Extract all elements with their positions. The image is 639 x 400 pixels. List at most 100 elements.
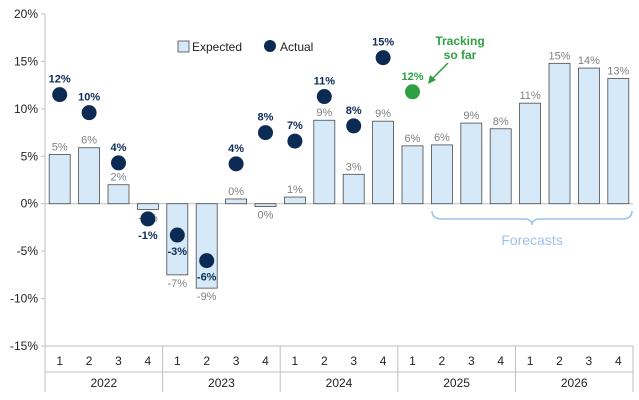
expected-bar bbox=[578, 67, 600, 205]
expected-bar bbox=[195, 203, 218, 289]
expected-bar bbox=[136, 203, 159, 210]
quarter-label: 2 bbox=[439, 354, 446, 368]
expected-bar-label: 6% bbox=[405, 133, 421, 145]
actual-dot-label: 8% bbox=[346, 105, 362, 117]
quarter-label: 3 bbox=[115, 354, 122, 368]
actual-dot bbox=[228, 156, 244, 172]
expected-bar-label: 9% bbox=[316, 107, 332, 119]
expected-bar bbox=[430, 144, 453, 205]
expected-bar bbox=[607, 78, 630, 205]
legend-expected-swatch bbox=[177, 40, 190, 53]
expected-bar-label: 3% bbox=[346, 161, 362, 173]
expected-bar bbox=[372, 120, 395, 205]
actual-dot-label: 4% bbox=[111, 142, 127, 154]
quarter-label: 2 bbox=[203, 354, 210, 368]
expected-bar bbox=[548, 62, 571, 205]
quarter-label: 4 bbox=[145, 354, 152, 368]
actual-dot bbox=[346, 118, 362, 134]
quarter-label: 1 bbox=[174, 354, 181, 368]
quarter-label: 3 bbox=[586, 354, 593, 368]
expected-bar-label: 8% bbox=[493, 116, 509, 128]
expected-bar-label: 6% bbox=[434, 132, 450, 144]
legend-expected-label: Expected bbox=[192, 40, 242, 54]
expected-bar-label: 2% bbox=[111, 172, 127, 184]
actual-dot-label: 10% bbox=[78, 92, 100, 104]
forecast-bracket bbox=[431, 210, 633, 226]
y-tick-label: -15% bbox=[10, 339, 38, 353]
expected-bar-label: 9% bbox=[375, 108, 391, 120]
expected-bar-labels: 5% 6% 2% -1% -7% -9% 0% 0% 1% 9% 3% 9% 6% 6% 9% 8% 11% 15… bbox=[52, 50, 630, 303]
actual-dot bbox=[169, 227, 185, 243]
expected-bar bbox=[342, 173, 365, 205]
year-label: 2026 bbox=[561, 376, 588, 390]
actual-dot-label: 8% bbox=[258, 112, 274, 124]
expected-bars bbox=[48, 62, 630, 289]
quarter-label: 3 bbox=[350, 354, 357, 368]
expected-bar bbox=[401, 145, 424, 205]
actual-dot bbox=[140, 211, 156, 227]
actual-dot bbox=[111, 155, 126, 171]
actual-dot-label: 15% bbox=[372, 37, 394, 49]
year-label: 2025 bbox=[443, 376, 470, 390]
expected-bar bbox=[107, 184, 130, 205]
actual-dot bbox=[287, 133, 303, 149]
quarter-label: 4 bbox=[615, 354, 622, 368]
y-tick-label: 20% bbox=[14, 7, 38, 21]
quarter-label: 3 bbox=[468, 354, 475, 368]
y-tick-label: 0% bbox=[21, 197, 39, 211]
tracking-arrow-shaft bbox=[430, 62, 449, 81]
expected-bar bbox=[254, 203, 277, 207]
quarter-label: 2 bbox=[321, 354, 328, 368]
expected-bar-label: 15% bbox=[548, 50, 570, 62]
quarter-label: 2 bbox=[556, 354, 563, 368]
annotations: Tracking so far Forecasts bbox=[428, 34, 633, 248]
year-label: 2023 bbox=[208, 376, 235, 390]
y-tick-label: -10% bbox=[10, 292, 38, 306]
expected-bar bbox=[48, 153, 71, 205]
quarter-label: 3 bbox=[233, 354, 240, 368]
year-label: 2022 bbox=[90, 376, 117, 390]
expected-bar-label: -7% bbox=[168, 278, 188, 290]
y-tick-label: 15% bbox=[14, 54, 38, 68]
actual-dot-label: -3% bbox=[168, 246, 188, 258]
expected-bar-label: 11% bbox=[519, 90, 540, 102]
expected-bar-label: 0% bbox=[258, 210, 274, 222]
expected-bar-label: 0% bbox=[228, 186, 244, 198]
actual-dot-label: 4% bbox=[228, 143, 244, 155]
legend: Expected Actual bbox=[177, 40, 313, 54]
quarter-label: 1 bbox=[527, 354, 534, 368]
actual-dot-labels: 12% 10% 4% -1% -3% -6% 4% 8% 7% 11% 8% 15% 12% bbox=[49, 37, 424, 284]
quarter-label: 1 bbox=[292, 354, 299, 368]
actual-dot-label: 12% bbox=[49, 74, 71, 86]
expected-bar-label: 5% bbox=[52, 141, 68, 153]
expected-bar-label: 6% bbox=[81, 135, 97, 147]
expected-bar bbox=[78, 147, 100, 205]
actual-dot bbox=[375, 50, 391, 66]
forecast-label: Forecasts bbox=[501, 232, 562, 248]
tracking-annotation-line2: so far bbox=[444, 48, 477, 62]
year-label: 2024 bbox=[326, 376, 353, 390]
tracking-dot bbox=[405, 84, 420, 100]
y-tick-label: 10% bbox=[14, 102, 38, 116]
quarter-label: 4 bbox=[380, 354, 387, 368]
expected-bar bbox=[313, 119, 336, 205]
tracking-arrow-head bbox=[428, 75, 436, 84]
legend-actual-marker bbox=[264, 40, 276, 52]
tracking-annotation-line1: Tracking bbox=[435, 34, 484, 48]
quarter-label: 4 bbox=[262, 354, 269, 368]
actual-dot bbox=[199, 253, 215, 269]
actual-dot bbox=[316, 89, 332, 105]
x-axis: 1 2 3 4 1 2 3 4 1 2 3 4 1 2 3 4 1 2 3 4 2022 2023 2024 2025 2026 bbox=[44, 345, 634, 392]
actual-dot-label: -1% bbox=[138, 230, 158, 242]
actual-dot-label: 11% bbox=[314, 76, 336, 88]
expected-bar bbox=[225, 198, 248, 205]
quarter-label: 1 bbox=[56, 354, 63, 368]
actual-dots bbox=[52, 50, 420, 269]
y-tick-label: -5% bbox=[17, 244, 39, 258]
quarter-label: 4 bbox=[497, 354, 504, 368]
expected-bar-label: -9% bbox=[197, 291, 217, 303]
expected-bar-label: 13% bbox=[607, 66, 629, 78]
actual-dot bbox=[258, 125, 273, 141]
actual-dot bbox=[52, 87, 68, 103]
